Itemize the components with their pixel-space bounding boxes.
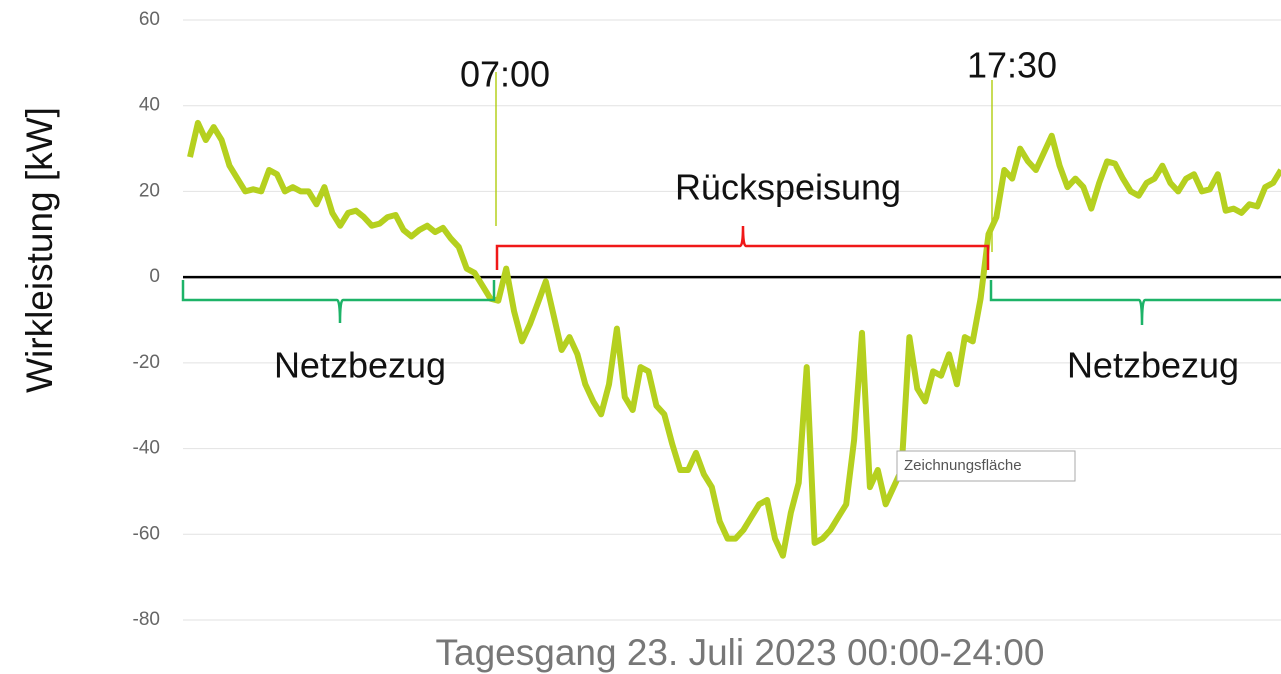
- draw-label-left: Netzbezug: [274, 345, 446, 386]
- y-tick-label: -20: [133, 352, 160, 373]
- y-axis-title: Wirkleistung [kW]: [19, 107, 60, 393]
- tooltip-text: Zeichnungsfläche: [904, 457, 1022, 474]
- annotations: 07:00 17:30 Rückspeisung Netzbezug Netzb…: [181, 45, 1281, 386]
- y-tick-label: -40: [133, 438, 160, 459]
- draw-label-right: Netzbezug: [1067, 345, 1239, 386]
- start-label: 07:00: [460, 54, 550, 95]
- y-tick-label: -80: [133, 609, 160, 630]
- y-tick-label: 60: [139, 9, 160, 30]
- tooltip: Zeichnungsfläche: [896, 450, 1076, 482]
- draw-brace-left: [181, 280, 496, 324]
- feed-in-brace: [495, 225, 990, 270]
- y-tick-label: 0: [149, 266, 160, 287]
- y-tick-label: -60: [133, 523, 160, 544]
- end-label: 17:30: [967, 45, 1057, 86]
- y-tick-label: 20: [139, 180, 160, 201]
- tooltip-box: [896, 450, 1076, 482]
- draw-brace-right: [989, 280, 1281, 326]
- chart-title: Tagesgang 23. Juli 2023 00:00-24:00: [436, 632, 1045, 673]
- y-tick-label: 40: [139, 95, 160, 116]
- data-line: [187, 119, 1281, 559]
- feed-in-label: Rückspeisung: [675, 167, 901, 208]
